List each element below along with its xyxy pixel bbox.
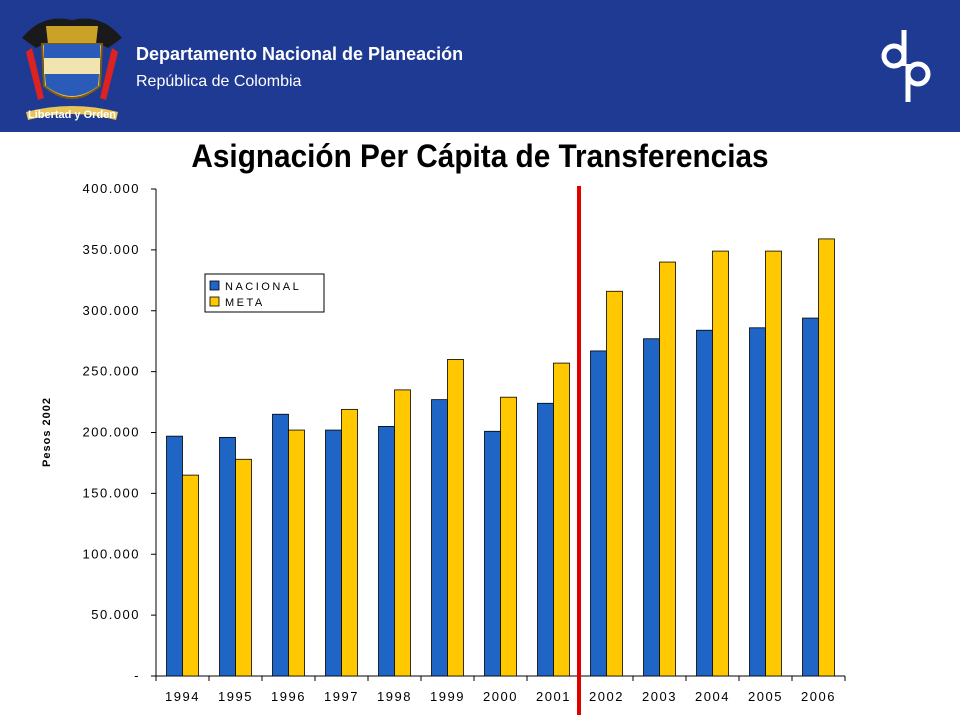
bar-nacional-2002: [590, 350, 607, 677]
x-tick-label: 1997: [324, 689, 359, 704]
bar-meta-1997: [341, 408, 358, 677]
bar-meta-2003: [659, 261, 676, 677]
bar-meta-2005: [765, 250, 782, 677]
bar-meta-1994: [182, 474, 199, 677]
bar-meta-2004: [712, 250, 729, 677]
organization-name: Departamento Nacional de Planeación: [136, 44, 464, 64]
bar-nacional-2000: [484, 430, 501, 677]
x-tick-label: 2003: [642, 689, 677, 704]
x-tick-label: 1995: [218, 689, 253, 704]
x-tick-label: 2004: [695, 689, 730, 704]
legend-label-meta: META: [225, 297, 265, 309]
bar-nacional-1994: [166, 435, 183, 677]
bar-meta-2000: [500, 396, 517, 677]
bar-nacional-1996: [272, 413, 289, 677]
header-banner: Libertad y Orden Departamento Nacional d…: [0, 0, 960, 132]
y-tick-label: -: [134, 668, 140, 683]
chart-title: Asignación Per Cápita de Transferencias: [191, 138, 769, 174]
x-tick-label: 2001: [536, 689, 571, 704]
legend-box: [204, 273, 325, 313]
legend-swatch-meta: [209, 296, 220, 307]
coat-of-arms-icon: Libertad y Orden: [22, 18, 122, 121]
bar-meta-2002: [606, 290, 623, 677]
bar-nacional-2004: [696, 329, 713, 677]
bar-meta-2006: [818, 238, 835, 677]
y-tick-label: 250.000: [83, 364, 141, 379]
bar-nacional-2001: [537, 402, 554, 677]
x-tick-label: 2005: [748, 689, 783, 704]
y-axis-label: Pesos 2002: [41, 397, 53, 467]
x-tick-label: 1999: [430, 689, 465, 704]
country-name: República de Colombia: [136, 73, 302, 90]
x-tick-label: 2006: [801, 689, 836, 704]
x-tick-label: 2000: [483, 689, 518, 704]
legend-label-nacional: NACIONAL: [225, 281, 301, 293]
y-tick-label: 200.000: [83, 425, 141, 440]
bar-meta-2001: [553, 362, 570, 677]
x-tick-label: 1994: [165, 689, 200, 704]
crest-motto: Libertad y Orden: [28, 109, 116, 121]
y-tick-label: 150.000: [83, 485, 141, 500]
bar-nacional-1998: [378, 426, 395, 677]
y-tick-label: 50.000: [91, 607, 140, 622]
bar-nacional-1999: [431, 399, 448, 677]
bar-nacional-1995: [219, 436, 236, 677]
bar-chart: - 50.000 100.000 150.000 200.000 250.000 300.0…: [41, 181, 846, 715]
legend-swatch-nacional: [209, 280, 220, 291]
dnp-logo-icon: [881, 30, 931, 102]
y-tick-label: 350.000: [83, 242, 141, 257]
x-tick-label: 2002: [589, 689, 624, 704]
x-tick-label: 1996: [271, 689, 306, 704]
bar-meta-1995: [235, 458, 252, 677]
bar-nacional-2006: [802, 317, 819, 677]
bar-nacional-2005: [749, 327, 766, 677]
bar-meta-1996: [288, 429, 305, 677]
y-tick-label: 400.000: [83, 181, 141, 196]
bar-meta-1998: [394, 389, 411, 677]
bar-nacional-1997: [325, 429, 342, 677]
x-tick-label: 1998: [377, 689, 412, 704]
y-tick-label: 100.000: [83, 546, 141, 561]
bar-nacional-2003: [643, 338, 660, 677]
bar-meta-1999: [447, 359, 464, 677]
y-tick-label: 300.000: [83, 303, 141, 318]
